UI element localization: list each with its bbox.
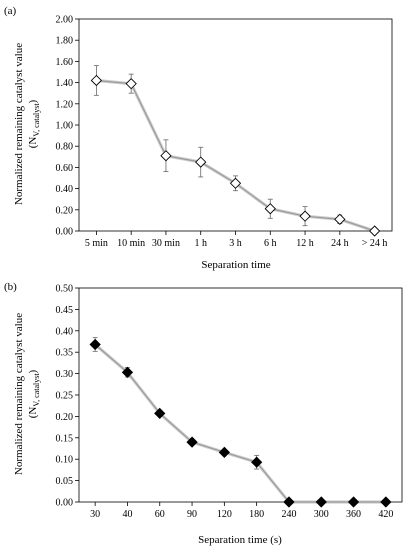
y-tick-label: 1.00	[56, 121, 74, 132]
y-tick-label: 0.00	[56, 227, 74, 238]
x-tick-label: 30 min	[152, 238, 180, 249]
plot-frame-a	[78, 18, 393, 232]
x-tick-label: 6 h	[264, 238, 277, 249]
series-line-shadow	[94, 343, 386, 504]
x-tick-label: 420	[378, 509, 393, 520]
series-line	[96, 79, 375, 232]
y-tick-label: 0.25	[56, 391, 74, 402]
y-axis-title-a: Normalized remaining catalyst value	[13, 43, 25, 205]
y-tick-label: 0.30	[56, 369, 74, 380]
x-tick-label: 1 h	[194, 238, 207, 249]
x-tick-label: 12 h	[296, 238, 314, 249]
y-tick-label: 0.60	[56, 163, 74, 174]
y-axis-unit-close-a: )	[27, 99, 39, 103]
y-axis-unit-open-b: (N	[27, 407, 39, 419]
y-tick-label: 0.80	[56, 142, 74, 153]
data-point	[89, 338, 101, 351]
x-tick-label: 5 min	[85, 238, 108, 249]
series-line	[94, 344, 386, 503]
y-tick-label: 0.15	[56, 433, 74, 444]
data-point	[283, 496, 295, 508]
x-tick-label: 180	[249, 509, 264, 520]
series-b	[89, 337, 392, 508]
y-axis-title-b: Normalized remaining catalyst value	[13, 313, 25, 475]
x-tick-label: 120	[217, 509, 232, 520]
x-axis-title-a: Separation time	[201, 259, 270, 271]
y-axis-label-b: Normalized remaining catalyst value (NV,…	[13, 313, 41, 475]
series-a	[90, 65, 381, 237]
y-tick-label: 0.20	[56, 205, 74, 216]
x-ticks-a: 5 min 10 min 30 min 1 h 3 h 6 h 12 h 24 h > 24 h	[85, 231, 388, 249]
y-tick-label: 0.50	[56, 284, 74, 295]
data-point	[347, 496, 360, 508]
data-point	[251, 456, 263, 468]
x-tick-label: 360	[346, 509, 361, 520]
x-axis-title-b: Separation time (s)	[198, 534, 282, 546]
x-tick-label: 240	[281, 509, 296, 520]
chart-panel-b: (b) Normalized remaining catalyst value …	[4, 281, 403, 546]
y-ticks-a: 0.00 0.20 0.40 0.60 0.80 1.00 1.20 1.40 1.60 1.80…	[56, 15, 79, 238]
y-tick-label: 0.10	[56, 455, 74, 466]
x-tick-label: 24 h	[331, 238, 349, 249]
panel-label-a: (a)	[4, 5, 17, 17]
x-tick-label: 300	[314, 509, 329, 520]
y-axis-label-a: Normalized remaining catalyst value (NV,…	[13, 43, 41, 205]
y-tick-label: 0.45	[56, 305, 74, 316]
y-axis-unit-close-b: )	[27, 369, 39, 373]
plot-frame-b	[78, 287, 403, 503]
data-point	[218, 446, 230, 458]
data-point	[299, 210, 311, 222]
y-axis-unit-sub-a: V, catalyst	[32, 103, 41, 137]
y-tick-label: 0.20	[56, 412, 74, 423]
chart-panel-a: (a) Normalized remaining catalyst value …	[4, 5, 393, 271]
y-axis-unit-b: (NV, catalyst)	[27, 369, 41, 418]
data-point	[264, 203, 276, 215]
data-point	[125, 78, 137, 90]
y-tick-label: 1.60	[56, 57, 74, 68]
data-point	[315, 496, 327, 508]
y-tick-label: 0.40	[56, 184, 74, 195]
y-tick-label: 0.40	[56, 326, 74, 337]
x-tick-label: 40	[122, 509, 132, 520]
y-axis-unit-a: (NV, catalyst)	[27, 99, 41, 148]
series-line-shadow	[96, 78, 376, 233]
data-point	[380, 496, 392, 508]
data-point	[121, 366, 134, 378]
data-point	[154, 407, 166, 420]
data-point	[334, 213, 346, 225]
panel-label-b: (b)	[4, 281, 17, 293]
y-axis-unit-open-a: (N	[27, 137, 39, 149]
y-tick-label: 1.40	[56, 78, 74, 89]
y-tick-label: 0.00	[56, 498, 74, 509]
x-tick-label: 90	[187, 509, 197, 520]
data-point	[160, 150, 172, 162]
data-point	[195, 156, 207, 168]
y-tick-label: 0.05	[56, 476, 74, 487]
x-tick-label: 30	[90, 509, 100, 520]
y-tick-label: 2.00	[56, 15, 74, 26]
x-ticks-b: 30 40 60 90 120 180 240 300 360 420	[90, 502, 393, 520]
x-tick-label: 3 h	[229, 238, 242, 249]
y-axis-unit-sub-b: V, catalyst	[32, 373, 41, 407]
data-point	[90, 74, 103, 87]
data-point	[186, 436, 198, 448]
y-ticks-b: 0.00 0.05 0.10 0.15 0.20 0.25 0.30 0.35 0.40 0.45…	[56, 284, 79, 509]
x-tick-label: > 24 h	[362, 238, 388, 249]
x-tick-label: 60	[155, 509, 165, 520]
x-tick-label: 10 min	[117, 238, 145, 249]
data-point	[229, 177, 242, 189]
y-tick-label: 0.35	[56, 348, 74, 359]
y-tick-label: 1.20	[56, 99, 74, 110]
y-tick-label: 1.80	[56, 36, 74, 47]
data-point	[368, 225, 381, 237]
